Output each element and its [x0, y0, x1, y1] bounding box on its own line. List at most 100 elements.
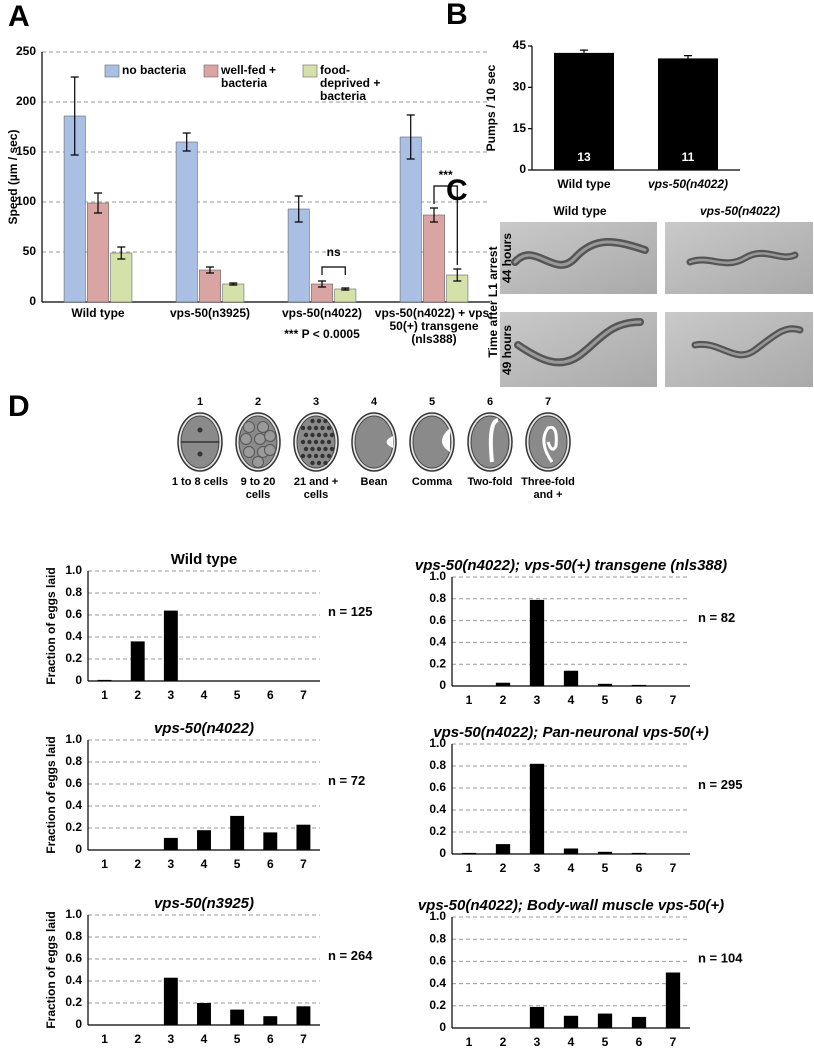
nucleus [326, 453, 332, 459]
sample-size: n = 264 [328, 948, 373, 963]
x-tick-label: 7 [670, 1035, 677, 1049]
x-tick-label: 1 [466, 1035, 473, 1049]
legend-swatch [104, 64, 120, 78]
bar [230, 1009, 245, 1025]
bar [529, 1006, 545, 1028]
bar [110, 252, 133, 303]
bar-count-label: 13 [577, 150, 591, 164]
y-tick-label: 0 [29, 294, 36, 308]
y-tick-label: 0.2 [429, 998, 446, 1012]
stage-number: 2 [255, 396, 261, 408]
x-tick-label: 5 [602, 861, 609, 875]
nucleus [313, 453, 319, 459]
nucleus [197, 427, 203, 433]
sample-size: n = 82 [698, 610, 735, 625]
bar [163, 610, 178, 681]
y-tick-label: 0.4 [429, 635, 446, 649]
bar [631, 684, 647, 686]
y-tick-label: 0.6 [65, 607, 82, 621]
y-tick-label: 0.8 [65, 754, 82, 768]
bar [631, 852, 647, 854]
error-bar [580, 49, 588, 57]
bar [287, 208, 310, 303]
y-tick-label: 0.8 [65, 585, 82, 599]
nucleus [320, 425, 325, 431]
bar [97, 679, 112, 681]
x-tick-label: 5 [234, 688, 241, 702]
bar [631, 1016, 647, 1028]
nucleus [316, 432, 322, 438]
y-tick-label: 0.4 [429, 802, 446, 816]
stage-number: 6 [487, 396, 493, 408]
bar [423, 214, 445, 303]
x-tick-label: 3 [168, 857, 175, 871]
x-tick-label: 6 [636, 861, 643, 875]
y-tick-label: 0.4 [65, 798, 82, 812]
legend-swatch [203, 64, 219, 78]
x-tick-label: 7 [670, 861, 677, 875]
x-tick-label: vps-50(n4022) [648, 177, 728, 191]
nucleus [310, 460, 315, 466]
x-tick-label: Wild type [557, 177, 611, 191]
y-tick-label: 0.6 [429, 954, 446, 968]
embryo-body [412, 415, 452, 469]
error-bar [453, 268, 462, 282]
nucleus [313, 425, 319, 431]
cell [243, 421, 255, 433]
bar [495, 682, 511, 686]
y-tick-label: 0.4 [65, 973, 82, 987]
x-tick-label: Wild type [71, 306, 125, 320]
error-bar [206, 266, 214, 274]
bar [175, 141, 198, 303]
stage-label: 1 to 8 cells [171, 476, 229, 488]
x-tick-label: 6 [636, 693, 643, 707]
embryo-icon [351, 412, 397, 472]
comma-notch [442, 428, 450, 452]
y-tick-label: 1.0 [65, 907, 82, 921]
y-tick-label: 1.0 [65, 563, 82, 577]
y-tick-label: 200 [16, 94, 36, 108]
nucleus [326, 425, 332, 431]
y-tick-label: 45 [513, 38, 527, 52]
nucleus [300, 453, 306, 459]
y-axis-label: Speed (µm / sec) [6, 130, 20, 225]
nucleus [303, 432, 309, 438]
y-tick-label: 0 [519, 162, 526, 176]
x-tick-label: vps-50(n4022) + vps-50(+) transgene (nls… [374, 306, 494, 346]
nucleus [310, 432, 315, 438]
x-tick-label: 5 [234, 1032, 241, 1046]
nucleus [316, 460, 322, 466]
chart-title: vps-50(n4022) [154, 720, 254, 737]
annotation: *** P < 0.0005 [284, 327, 360, 341]
panel-letter: B [446, 0, 468, 31]
bar [399, 136, 422, 303]
nucleus [329, 432, 335, 438]
nucleus [310, 418, 315, 424]
y-tick-label: 0.8 [429, 931, 446, 945]
x-tick-label: 4 [201, 688, 208, 702]
nucleus [300, 425, 306, 431]
embryo-icon [525, 412, 571, 472]
y-tick-label: 0.2 [429, 656, 446, 670]
embryo-icon [409, 412, 455, 472]
error-bar [117, 246, 126, 260]
nucleus [310, 446, 315, 452]
stage-label: Two-fold [467, 476, 513, 488]
x-tick-label: 7 [300, 1032, 307, 1046]
bar [554, 52, 614, 171]
y-tick-label: 50 [23, 244, 37, 258]
stage-number: 4 [371, 396, 378, 408]
y-tick-label: 1.0 [429, 569, 446, 583]
embryo-icon [293, 412, 339, 472]
x-tick-label: 5 [602, 693, 609, 707]
row-label: 49 hours [500, 325, 514, 375]
bar [529, 599, 545, 686]
nucleus [303, 446, 309, 452]
y-tick-label: 0.8 [65, 929, 82, 943]
bar [563, 848, 579, 854]
annotation: ns [327, 245, 341, 259]
nucleus [313, 439, 319, 445]
nucleus [320, 439, 325, 445]
x-tick-label: 2 [500, 1035, 507, 1049]
bar [597, 683, 613, 686]
